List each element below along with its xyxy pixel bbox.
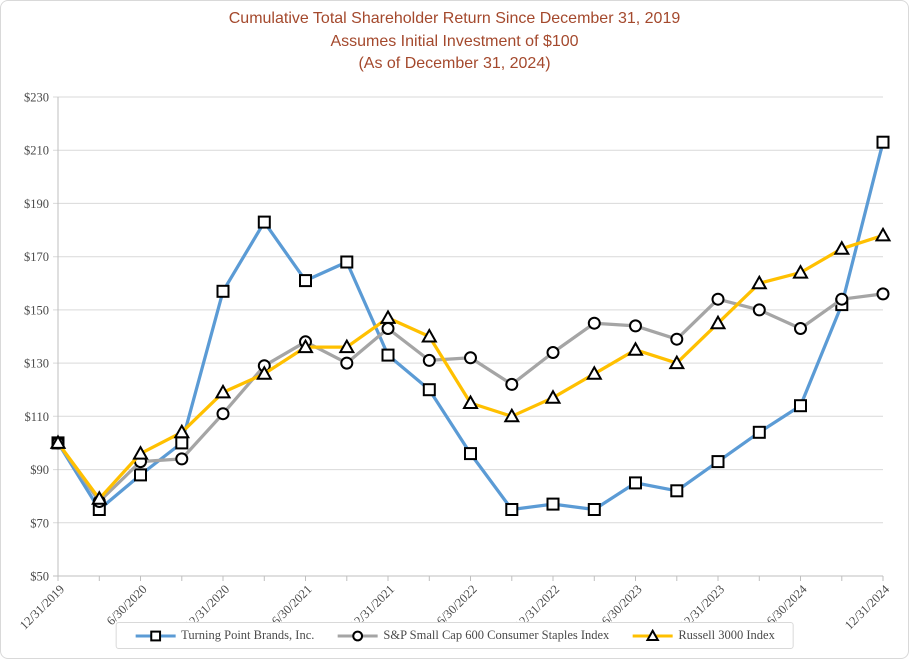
legend-label: Turning Point Brands, Inc. <box>181 628 315 642</box>
chart-title: Cumulative Total Shareholder Return Sinc… <box>1 8 908 76</box>
legend-swatch-circle-icon <box>337 630 378 641</box>
svg-text:$190: $190 <box>24 197 49 211</box>
series-s-p-small-cap-600-consumer-staples-index <box>51 287 890 508</box>
legend-item-sp600: S&P Small Cap 600 Consumer Staples Index <box>336 628 609 643</box>
svg-text:$70: $70 <box>30 516 49 530</box>
legend-label: S&P Small Cap 600 Consumer Staples Index <box>383 628 610 642</box>
svg-text:12/31/2024: 12/31/2024 <box>842 582 893 633</box>
gridlines <box>53 96 883 577</box>
chart-title-line3: (As of December 31, 2024) <box>358 55 551 72</box>
chart-title-line1: Cumulative Total Shareholder Return Sinc… <box>228 10 681 27</box>
svg-text:$90: $90 <box>30 463 49 477</box>
legend-label: Russell 3000 Index <box>678 628 775 642</box>
svg-text:$130: $130 <box>24 357 49 371</box>
legend-item-tpb: Turning Point Brands, Inc. <box>134 628 314 643</box>
svg-text:$230: $230 <box>24 91 49 105</box>
chart-title-line2: Assumes Initial Investment of $100 <box>330 32 579 50</box>
svg-text:$50: $50 <box>30 570 49 584</box>
chart-legend: Turning Point Brands, Inc. S&P Small Cap … <box>115 622 794 649</box>
series-russell-3000-index <box>49 226 892 505</box>
legend-item-russell3000: Russell 3000 Index <box>631 628 775 643</box>
svg-text:$170: $170 <box>24 250 49 264</box>
svg-text:$110: $110 <box>24 410 49 424</box>
legend-swatch-triangle-icon <box>632 628 673 641</box>
svg-text:$210: $210 <box>24 144 49 158</box>
svg-text:$150: $150 <box>24 303 49 317</box>
legend-swatch-square-icon <box>135 630 176 641</box>
y-axis-labels: $50 $70 $90 $110 $130 $150 $170 $190 $210 $230 <box>24 91 49 584</box>
svg-text:12/31/2019: 12/31/2019 <box>17 582 67 632</box>
